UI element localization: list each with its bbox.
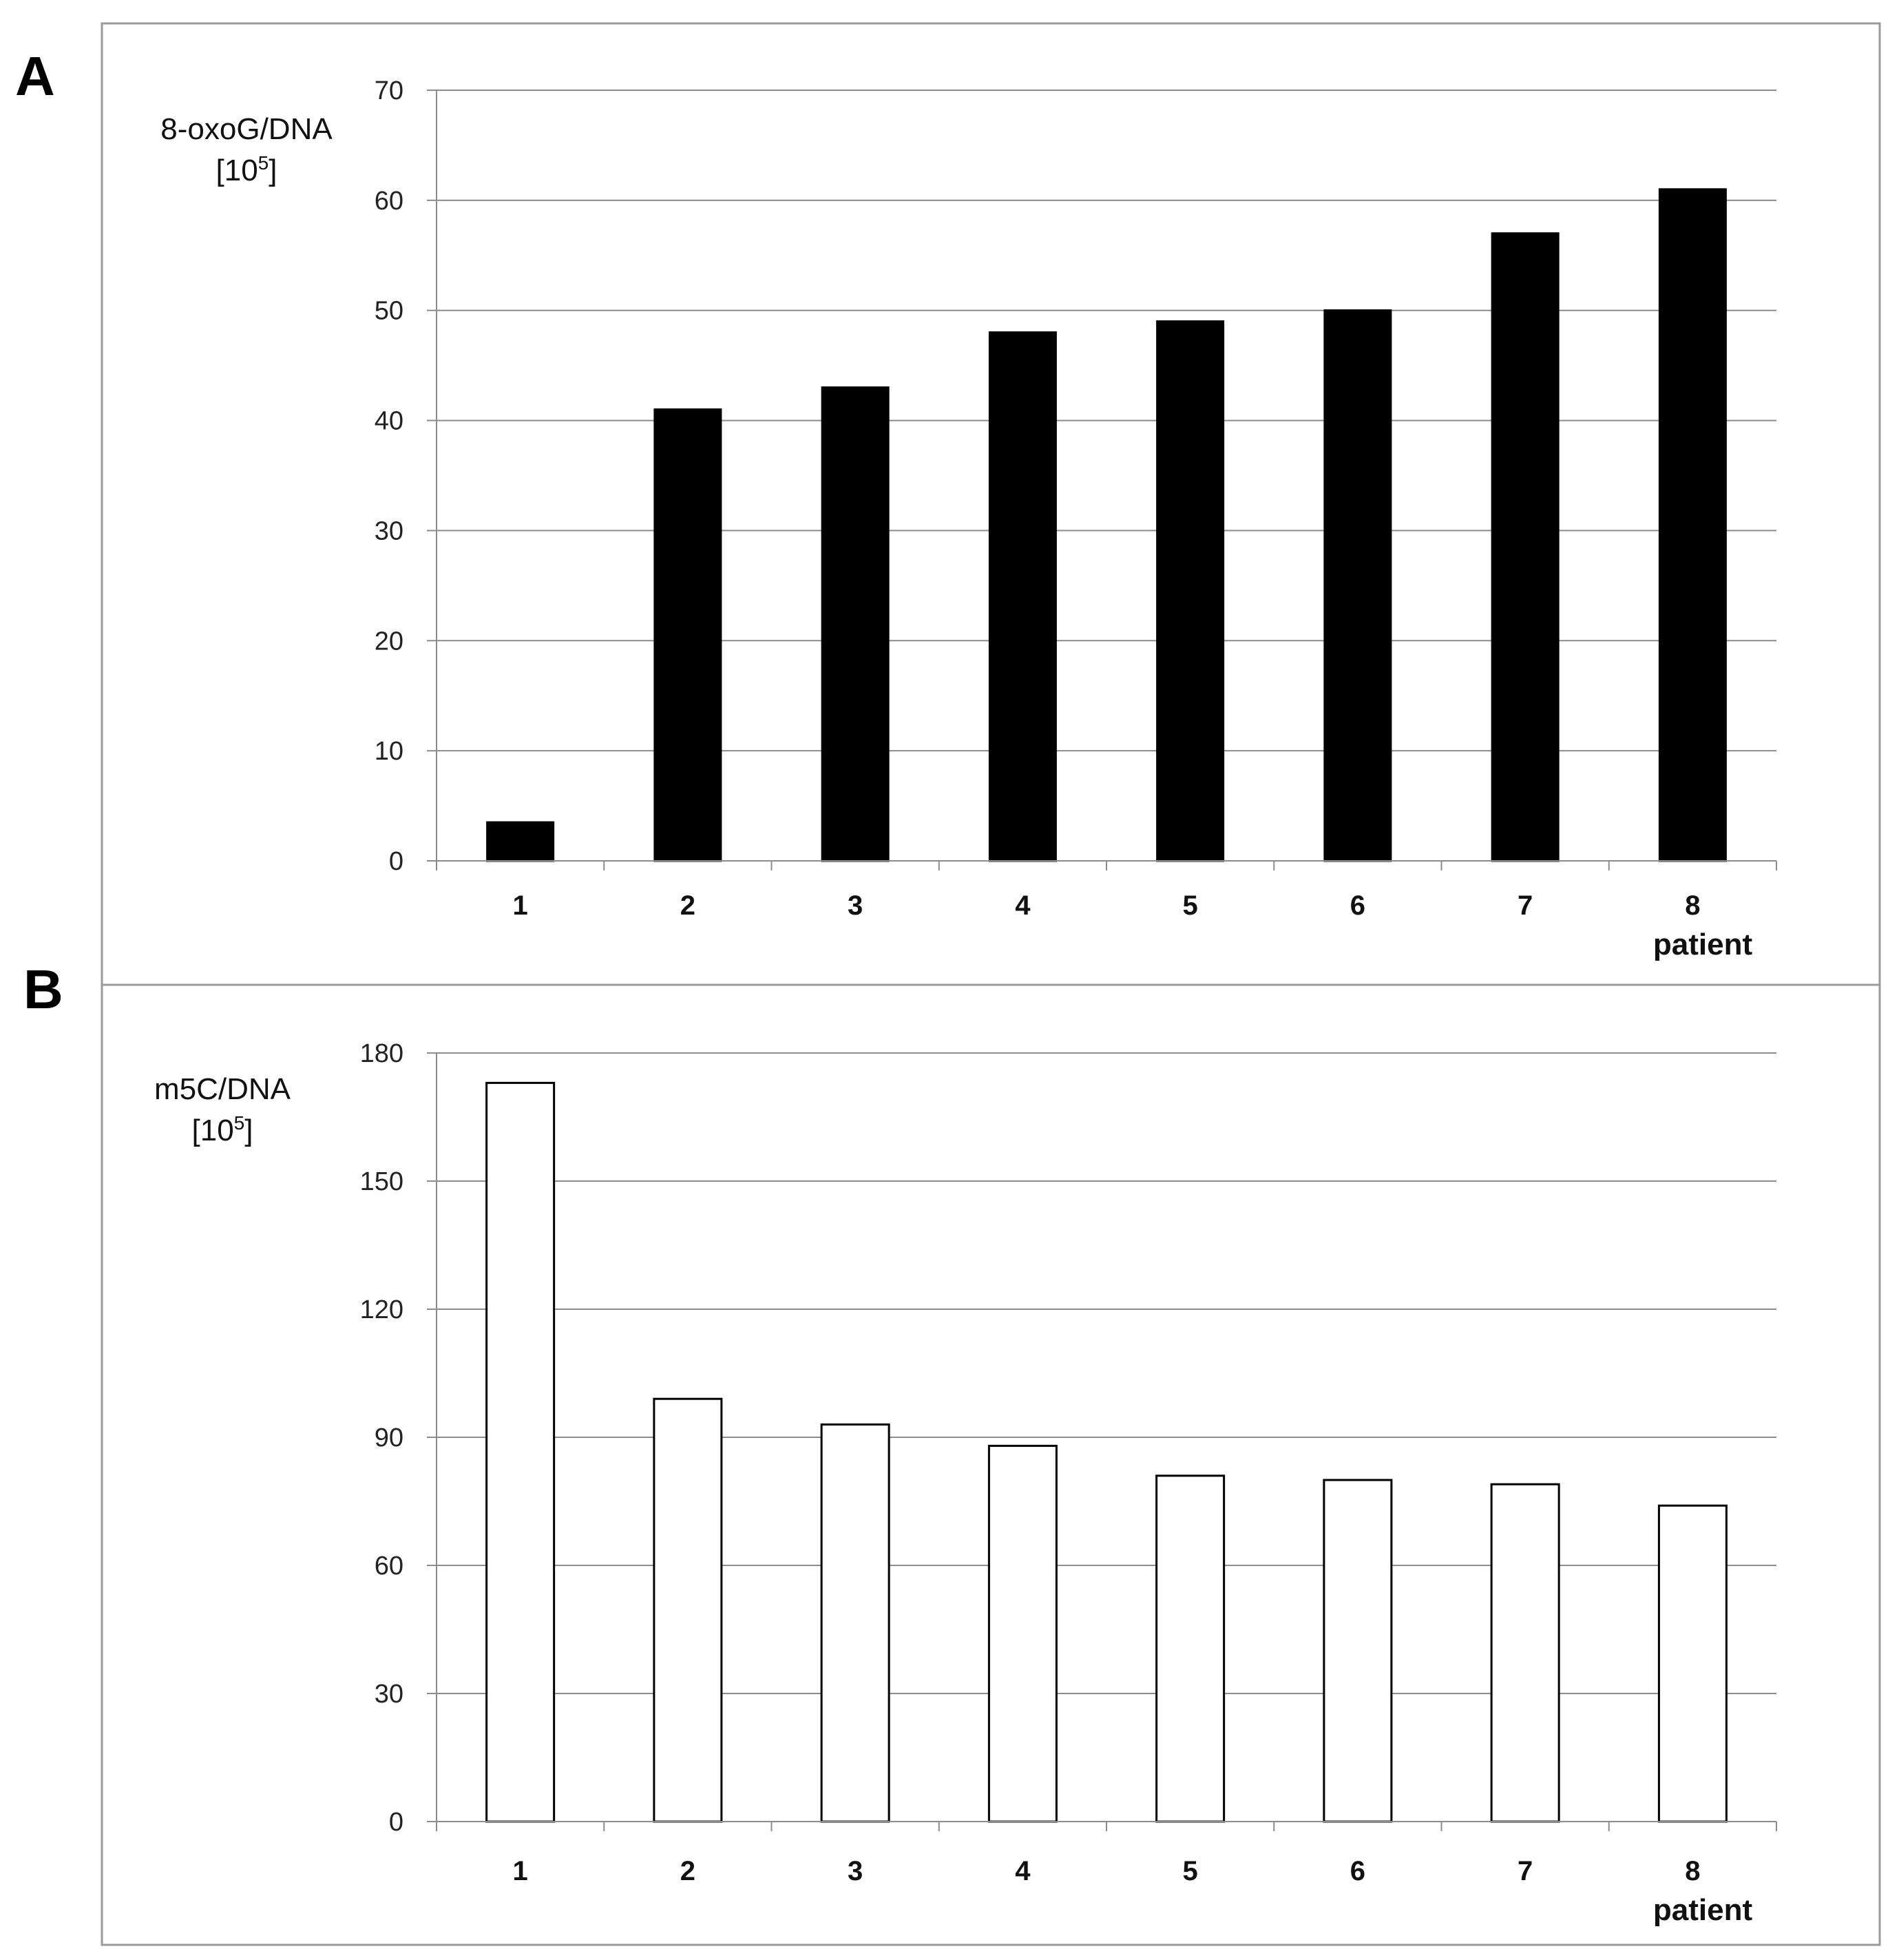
panel-a-x-tick-label: 1 [513, 890, 528, 921]
panel-b-y-tick-label: 150 [360, 1167, 403, 1196]
panel-a-bar [821, 386, 890, 862]
panel-a-y-tick-label: 70 [375, 76, 403, 105]
panel-a-axes [436, 90, 1776, 862]
panel-b-y-tick-label: 30 [375, 1680, 403, 1709]
panel-a-y-tick-label: 40 [375, 407, 403, 436]
panel-a-bar [1658, 188, 1727, 862]
panel-b-x-tick-label: 6 [1350, 1856, 1365, 1886]
panel-b-bar [1490, 1483, 1560, 1823]
panel-b-x-tick-label: 8 [1685, 1856, 1700, 1886]
panel-b-x-tick-label: 7 [1518, 1856, 1533, 1886]
panel-a-y-tick-label: 20 [375, 627, 403, 656]
panel-b-bar [485, 1081, 556, 1823]
panel-b-y-tick-label: 90 [375, 1424, 403, 1452]
panel-b-bars [485, 1081, 1728, 1823]
panel-a-x-tick-label: 8 [1685, 890, 1700, 921]
panel-b-bar [1323, 1479, 1393, 1823]
panel-a-x-tick-label: 2 [680, 890, 695, 921]
panel-a-y-tick-label: 30 [375, 517, 403, 545]
panel-b-x-tick-label: 4 [1015, 1856, 1031, 1886]
panel-a-ylabel: 8-oxoG/DNA [160, 112, 333, 146]
panel-b-gridlines [437, 1052, 1776, 1694]
panel-a-x-tick-label: 3 [848, 890, 863, 921]
panel-a-bars [486, 188, 1727, 862]
panel-b-letter: B [23, 959, 63, 1020]
panel-a-chart: A 8-oxoG/DNA [105] 0 10 20 30 40 50 60 70 1 2 3 4 5… [15, 45, 1777, 961]
panel-a-y-tick-label: 50 [375, 297, 403, 326]
panel-b-x-tick-label: 2 [680, 1856, 695, 1886]
panel-a-y-ticks: 0 10 20 30 40 50 60 70 [375, 76, 437, 876]
panel-a-xlabel: patient [1653, 928, 1753, 961]
panel-a-gridlines [437, 90, 1776, 752]
panel-a-ylabel-unit: [105] [216, 152, 277, 187]
panel-a-bar [1156, 320, 1225, 862]
panel-b-x-tick-label: 5 [1183, 1856, 1198, 1886]
panel-a-y-tick-label: 10 [375, 737, 403, 766]
panel-a-x-tick-label: 5 [1183, 890, 1198, 921]
panel-b-x-ticks: 1 2 3 4 5 6 7 8 [436, 1822, 1777, 1886]
panel-b-bar [1155, 1474, 1226, 1823]
panel-a-x-ticks: 1 2 3 4 5 6 7 8 [436, 861, 1777, 921]
panel-b-y-ticks: 0 30 60 90 120 150 180 [360, 1039, 437, 1837]
panel-b-bar [1657, 1504, 1728, 1823]
panel-a-x-tick-label: 6 [1350, 890, 1365, 921]
panel-b-y-tick-label: 0 [389, 1808, 403, 1837]
panel-a-bar [1323, 309, 1392, 862]
panel-a-x-tick-label: 7 [1518, 890, 1533, 921]
panel-a-x-tick-label: 4 [1015, 890, 1031, 921]
panel-b-bar [987, 1444, 1058, 1823]
panel-a-bar [1491, 232, 1560, 862]
panel-a-bar [988, 331, 1057, 862]
panel-a-letter: A [15, 45, 55, 107]
panel-b-y-tick-label: 60 [375, 1552, 403, 1581]
panel-b-y-tick-label: 180 [360, 1039, 403, 1068]
panel-b-y-tick-label: 120 [360, 1295, 403, 1324]
panel-a-bar [653, 408, 722, 862]
panel-a-y-tick-label: 60 [375, 187, 403, 216]
panel-a-y-tick-label: 0 [389, 847, 403, 876]
panel-b-bar [820, 1423, 890, 1823]
panel-b-xlabel: patient [1653, 1893, 1753, 1927]
panel-b-x-tick-label: 1 [513, 1856, 528, 1886]
panel-a-bar [486, 821, 555, 862]
panel-b-ylabel: m5C/DNA [154, 1072, 291, 1106]
panel-b-x-tick-label: 3 [848, 1856, 863, 1886]
panel-b-ylabel-unit: [105] [192, 1112, 253, 1147]
panel-b-bar [653, 1397, 723, 1823]
panel-b-chart: B m5C/DNA [105] 0 30 60 90 120 150 180 1 2 3 4 5 6 7… [23, 959, 1777, 1927]
